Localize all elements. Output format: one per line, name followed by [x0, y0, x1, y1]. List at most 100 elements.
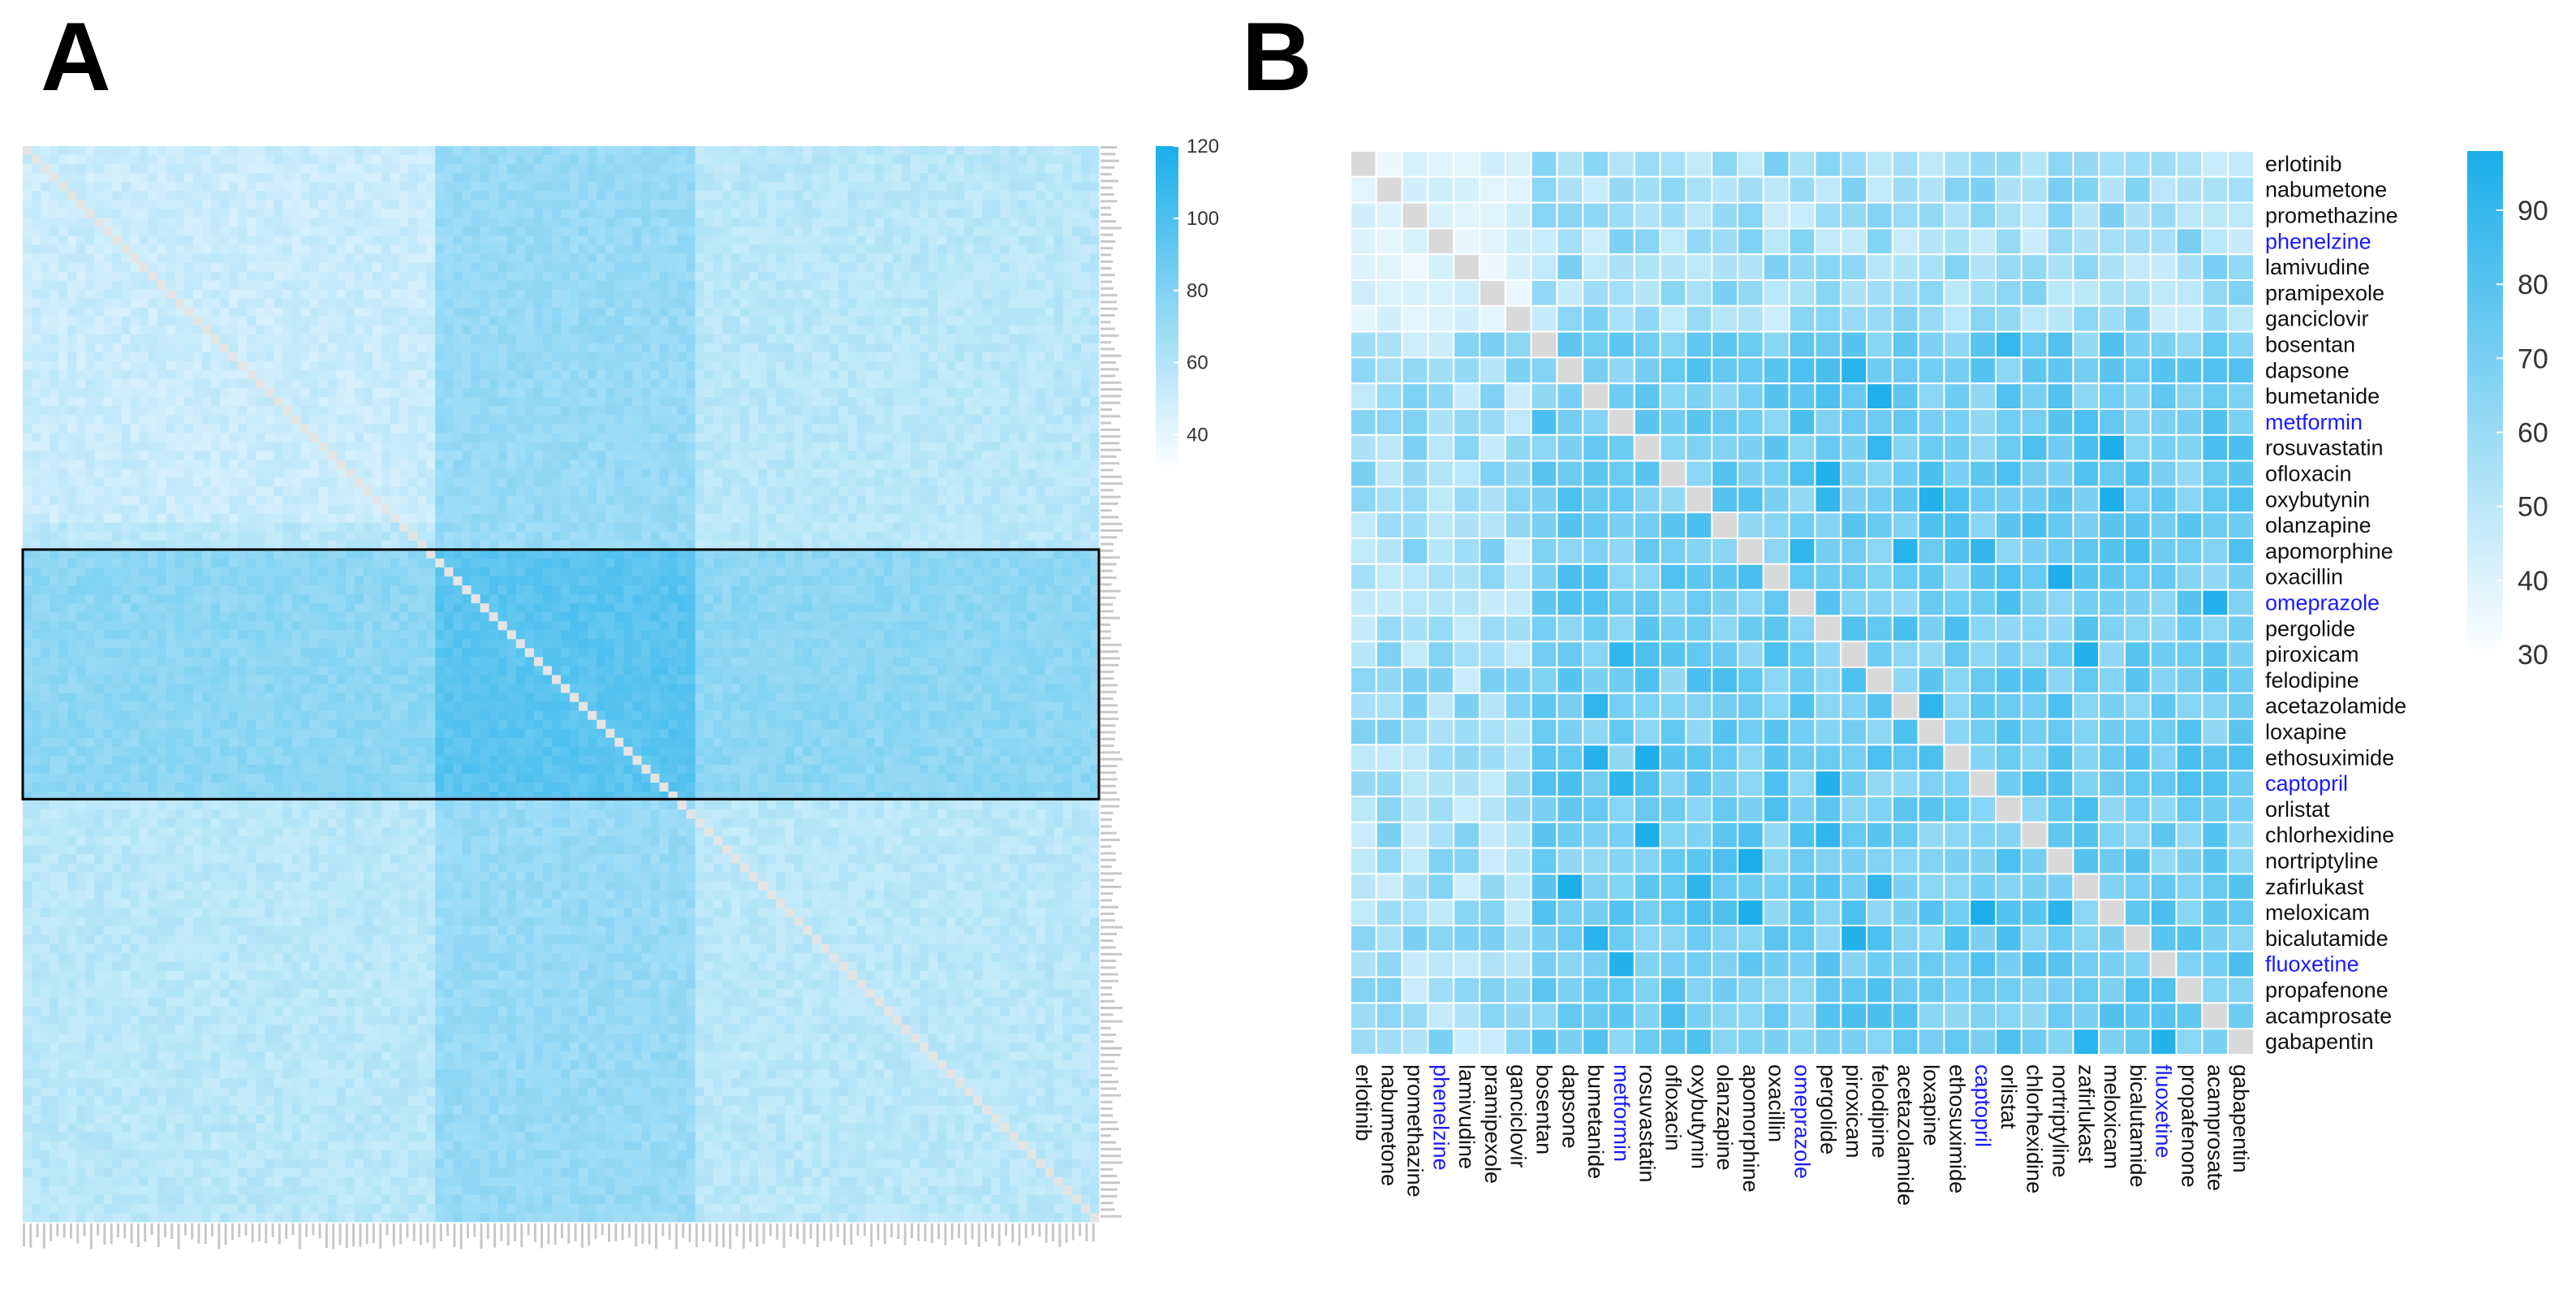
- heatmap-a-cell: [614, 262, 624, 272]
- heatmap-a-cell: [937, 155, 947, 165]
- heatmap-a-cell: [363, 334, 373, 344]
- heatmap-a-cell: [192, 406, 203, 416]
- heatmap-a-cell: [41, 477, 50, 487]
- heatmap-a-cell: [202, 379, 212, 389]
- heatmap-a-cell: [838, 191, 848, 201]
- heatmap-a-cell: [238, 271, 248, 282]
- heatmap-a-cell: [1053, 486, 1064, 497]
- heatmap-a-cell: [973, 307, 983, 317]
- heatmap-a-cell: [67, 415, 77, 425]
- heatmap-a-cell: [533, 379, 544, 389]
- heatmap-a-cell: [23, 155, 32, 165]
- heatmap-a-cell: [946, 209, 956, 218]
- heatmap-a-cell: [354, 486, 364, 497]
- heatmap-a-cell: [435, 253, 445, 263]
- heatmap-a-cell: [354, 468, 364, 478]
- heatmap-a-cell: [247, 433, 256, 442]
- heatmap-a-cell: [256, 504, 265, 515]
- heatmap-a-cell: [174, 244, 185, 254]
- heatmap-a-cell: [704, 209, 714, 218]
- heatmap-a-cell: [937, 289, 947, 300]
- heatmap-a-cell: [677, 370, 687, 380]
- heatmap-a-cell: [928, 146, 938, 156]
- heatmap-a-cell: [32, 468, 41, 478]
- heatmap-a-cell: [946, 182, 956, 192]
- heatmap-a-cell: [291, 361, 301, 371]
- heatmap-a-cell: [399, 379, 409, 389]
- heatmap-a-cell: [390, 298, 400, 309]
- heatmap-a-cell: [597, 424, 606, 434]
- heatmap-a-cell: [435, 325, 445, 335]
- heatmap-a-cell: [937, 361, 947, 371]
- heatmap-a-cell: [390, 182, 400, 192]
- heatmap-a-cell: [238, 406, 248, 416]
- heatmap-a-cell: [551, 415, 562, 425]
- heatmap-a-cell: [561, 146, 571, 156]
- heatmap-a-cell: [94, 442, 104, 451]
- heatmap-a-cell: [982, 289, 992, 300]
- heatmap-a-cell: [399, 262, 409, 272]
- heatmap-a-cell: [1053, 388, 1064, 398]
- heatmap-a-cell: [372, 289, 382, 300]
- heatmap-a-cell: [821, 173, 830, 183]
- heatmap-a-cell: [570, 477, 579, 487]
- heatmap-a-cell: [1018, 325, 1027, 335]
- heatmap-a-cell: [937, 379, 947, 389]
- heatmap-a-cell: [1080, 460, 1091, 469]
- heatmap-a-cell: [623, 280, 633, 291]
- heatmap-a-cell: [220, 486, 230, 497]
- heatmap-a-cell: [713, 460, 723, 469]
- heatmap-a-cell: [309, 495, 320, 506]
- heatmap-a-cell: [597, 164, 606, 174]
- heatmap-a-cell: [767, 289, 777, 300]
- heatmap-a-cell: [1045, 495, 1055, 506]
- heatmap-a-cell: [542, 271, 553, 282]
- heatmap-a-cell: [202, 451, 212, 460]
- heatmap-a-cell: [542, 182, 553, 192]
- heatmap-a-cell: [238, 209, 248, 218]
- heatmap-a-cell: [130, 298, 140, 309]
- heatmap-a-cell: [130, 325, 140, 335]
- heatmap-a-cell: [489, 388, 499, 398]
- heatmap-a-cell: [812, 334, 821, 344]
- heatmap-a-cell: [1000, 477, 1010, 487]
- heatmap-a-cell: [973, 271, 983, 282]
- heatmap-a-cell: [982, 504, 992, 515]
- heatmap-a-cell: [139, 164, 149, 174]
- heatmap-a-cell: [1053, 451, 1064, 460]
- heatmap-a-cell: [174, 504, 185, 515]
- heatmap-a-cell: [274, 191, 283, 201]
- heatmap-a-cell: [238, 218, 248, 227]
- heatmap-a-cell: [623, 164, 633, 174]
- heatmap-a-cell: [561, 325, 571, 335]
- heatmap-a-cell: [471, 262, 480, 272]
- heatmap-a-cell: [480, 334, 489, 344]
- heatmap-a-cell: [659, 513, 669, 524]
- heatmap-a-cell: [533, 271, 544, 282]
- heatmap-a-cell: [632, 468, 642, 478]
- heatmap-a-cell: [740, 406, 750, 416]
- heatmap-a-cell: [758, 191, 768, 201]
- heatmap-a-cell: [462, 155, 472, 165]
- heatmap-a-cell: [982, 361, 992, 371]
- heatmap-a-cell: [794, 451, 803, 460]
- heatmap-a-cell: [309, 316, 320, 326]
- heatmap-a-cell: [1071, 451, 1082, 460]
- heatmap-a-cell: [148, 235, 158, 245]
- heatmap-a-cell: [623, 209, 633, 218]
- heatmap-a-cell: [677, 451, 687, 460]
- heatmap-a-cell: [650, 325, 660, 335]
- heatmap-a-cell: [435, 442, 445, 451]
- heatmap-a-cell: [417, 442, 427, 451]
- heatmap-a-cell: [336, 235, 347, 245]
- heatmap-a-cell: [928, 468, 938, 478]
- heatmap-a-cell: [336, 415, 347, 425]
- heatmap-a-cell: [1000, 316, 1010, 326]
- heatmap-a-cell: [588, 146, 597, 156]
- heatmap-a-cell: [202, 271, 212, 282]
- heatmap-a-cell: [354, 388, 364, 398]
- heatmap-a-cell: [58, 316, 68, 326]
- heatmap-a-cell: [1036, 155, 1046, 165]
- heatmap-a-cell: [220, 164, 230, 174]
- heatmap-a-cell: [183, 397, 194, 407]
